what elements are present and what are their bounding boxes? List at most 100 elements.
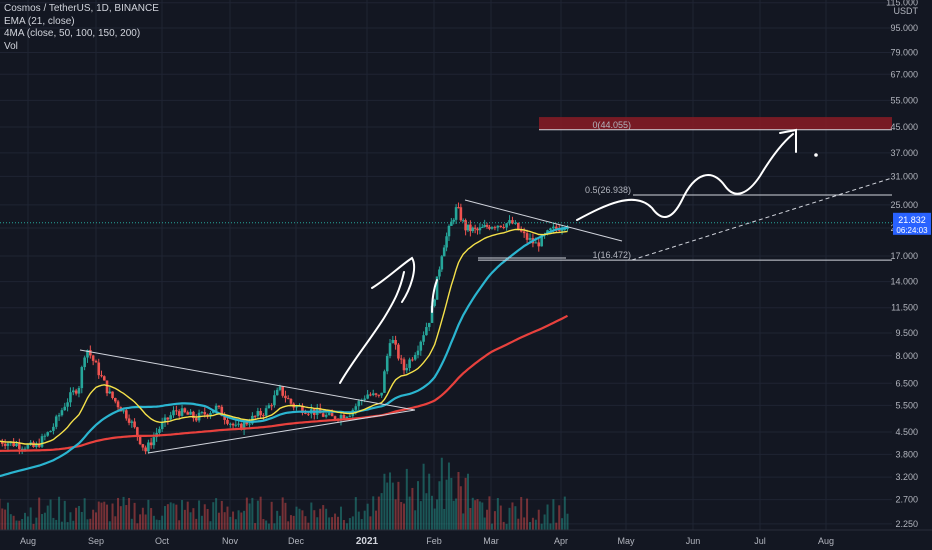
- candle-body: [163, 417, 167, 423]
- candle-body: [435, 276, 439, 300]
- volume-bar: [35, 517, 38, 530]
- volume-bar: [195, 518, 198, 530]
- candle-body: [177, 411, 181, 416]
- candle-body: [74, 390, 78, 394]
- candle-body: [416, 350, 420, 355]
- volume-bar: [273, 523, 276, 530]
- volume-bar: [445, 479, 448, 530]
- volume-bar: [552, 499, 555, 530]
- candle-body: [245, 422, 249, 425]
- candle-body: [505, 223, 508, 228]
- candle-body: [89, 350, 92, 356]
- candle-body: [363, 398, 367, 400]
- legend-symbol[interactable]: Cosmos / TetherUS, 1D, BINANCE: [4, 3, 159, 14]
- candle-body: [377, 394, 381, 396]
- volume-bar: [158, 520, 161, 530]
- volume-bar: [26, 516, 29, 530]
- volume-bar: [97, 501, 100, 530]
- volume-bar: [354, 497, 357, 530]
- volume-bar: [520, 497, 523, 530]
- price-tick-label: 17.000: [890, 251, 918, 261]
- candle-body: [499, 225, 503, 228]
- price-tick-label: 3.200: [895, 472, 918, 482]
- candle-body: [457, 207, 460, 209]
- time-tick-label: Sep: [88, 536, 104, 546]
- candle-body: [422, 335, 425, 342]
- volume-bar: [457, 471, 460, 530]
- time-tick-label: Apr: [554, 536, 568, 546]
- volume-bar: [319, 508, 322, 530]
- volume-bar: [178, 520, 181, 530]
- price-tick-label: 115.000: [886, 0, 918, 8]
- candle-body: [289, 398, 293, 404]
- volume-bar: [505, 523, 508, 530]
- volume-bar: [38, 497, 41, 530]
- volume-bar: [483, 517, 486, 530]
- price-tick-label: 11.500: [891, 303, 918, 313]
- candle-body: [226, 419, 229, 424]
- price-tick-label: 37.000: [890, 148, 918, 158]
- volume-bar: [209, 521, 212, 530]
- candle-body: [528, 238, 532, 240]
- fib-levels: 0(44.055) 0.5(26.938) 1(16.472): [478, 120, 892, 261]
- candle-body: [549, 228, 552, 231]
- candle-body: [459, 207, 463, 221]
- candle-body: [192, 411, 195, 419]
- candle-body: [209, 413, 212, 417]
- volume-bar: [496, 498, 499, 530]
- volume-bar: [540, 523, 543, 530]
- volume-bar: [307, 522, 310, 530]
- volume-bar: [215, 498, 218, 530]
- volume-bar: [493, 511, 496, 530]
- volume-bar: [403, 503, 406, 530]
- volume-bar: [474, 500, 477, 530]
- volume-bar: [295, 506, 298, 530]
- candle-body: [130, 421, 134, 423]
- legend-vol[interactable]: Vol: [4, 40, 18, 52]
- time-tick-label: Aug: [818, 536, 834, 546]
- legend-ema[interactable]: EMA (21, close): [4, 15, 75, 27]
- volume-bar: [237, 510, 240, 530]
- dashed-trendline: [631, 177, 893, 261]
- candle-body: [483, 225, 486, 227]
- volume-bar: [322, 505, 325, 530]
- candle-body: [469, 224, 472, 232]
- volume-bar: [360, 519, 363, 530]
- volume-bar: [486, 509, 489, 530]
- fib-label: 0.5(26.938): [585, 185, 631, 195]
- candle-body: [108, 391, 112, 394]
- volume-bar: [301, 510, 304, 530]
- volume-bar: [1, 508, 4, 530]
- volume-bar: [366, 503, 369, 530]
- candle-body: [147, 442, 150, 452]
- volume-bar: [80, 511, 83, 530]
- volume-bar: [511, 502, 514, 530]
- price-tick-label: 8.000: [895, 351, 918, 361]
- volume-bar: [558, 505, 561, 530]
- candle-body: [0, 441, 4, 444]
- candle-body: [560, 229, 564, 231]
- candle-body: [133, 421, 136, 428]
- time-tick-label: Oct: [155, 536, 170, 546]
- candle-body: [471, 227, 475, 232]
- volume-bar: [267, 523, 270, 530]
- volume-bar: [345, 523, 348, 530]
- volume-bar: [60, 521, 63, 530]
- hand-stroke: [431, 279, 438, 313]
- volume-bar: [284, 502, 287, 530]
- price-axis: 115.000 95.000 79.000 67.000 55.000 45.000 37.…: [886, 0, 932, 550]
- candle-body: [229, 423, 232, 425]
- candle-body: [77, 388, 81, 394]
- legend-4ma[interactable]: 4MA (close, 50, 100, 150, 200): [4, 28, 141, 39]
- ema21-line: [0, 228, 568, 446]
- hand-dot: [814, 153, 818, 157]
- candle-body: [206, 414, 209, 417]
- price-tick-label: 2.250: [895, 519, 918, 529]
- time-tick-label: Jun: [686, 536, 701, 546]
- volume-bar: [304, 516, 307, 530]
- volume-bar: [394, 499, 397, 530]
- volume-bar: [232, 511, 235, 530]
- candle-body: [194, 418, 198, 421]
- candle-body: [450, 221, 453, 226]
